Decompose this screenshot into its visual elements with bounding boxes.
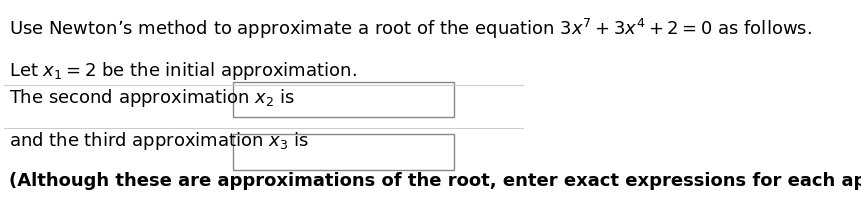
Text: Use Newton’s method to approximate a root of the equation $3x^7 + 3x^4 + 2 = 0$ : Use Newton’s method to approximate a roo… bbox=[9, 17, 811, 41]
Text: (Although these are approximations of the root, enter exact expressions for each: (Although these are approximations of th… bbox=[9, 172, 861, 190]
Text: Let $x_1 = 2$ be the initial approximation.: Let $x_1 = 2$ be the initial approximati… bbox=[9, 60, 356, 82]
FancyBboxPatch shape bbox=[232, 82, 454, 117]
FancyBboxPatch shape bbox=[232, 134, 454, 169]
Text: and the third approximation $x_3$ is: and the third approximation $x_3$ is bbox=[9, 130, 309, 152]
Text: The second approximation $x_2$ is: The second approximation $x_2$ is bbox=[9, 87, 295, 109]
